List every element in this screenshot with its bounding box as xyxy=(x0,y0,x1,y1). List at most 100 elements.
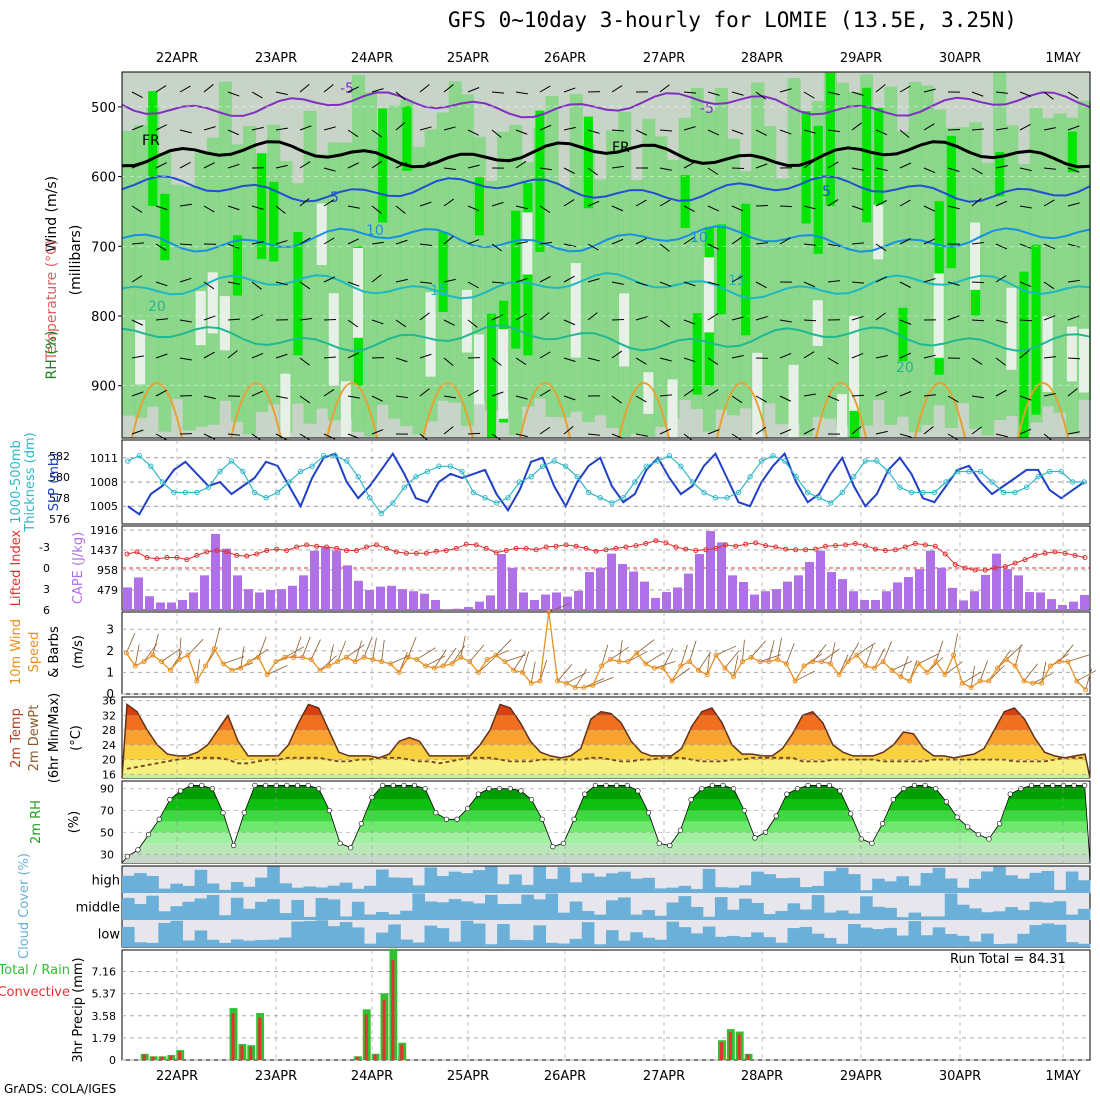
y-label-dewpt: 2m DewPt xyxy=(27,705,42,772)
x-tick-label-top: 24APR xyxy=(351,51,393,66)
y-tick-label-precip: 0 xyxy=(109,1054,116,1067)
cloud-cover-cell xyxy=(352,902,365,920)
rh-marker xyxy=(1008,792,1013,797)
y-label-millibars: (millibars) xyxy=(68,225,84,296)
cape-bar xyxy=(310,551,319,610)
y-tick-label-temp: 16 xyxy=(102,768,116,781)
cloud-cover-cell xyxy=(945,934,958,947)
cloud-cover-cell xyxy=(388,924,401,947)
rh-marker xyxy=(231,843,236,848)
cloud-cover-cell xyxy=(340,922,353,947)
cloud-cover-cell xyxy=(570,902,583,920)
cape-bar xyxy=(981,575,990,610)
temp-band xyxy=(122,760,1090,775)
rh-marker xyxy=(136,848,141,853)
cloud-cover-cell xyxy=(376,933,389,947)
rh-marker xyxy=(604,783,609,788)
cloud-cover-cell xyxy=(993,911,1006,920)
y-tick-label-cape: 479 xyxy=(97,584,118,597)
cloud-cover-cell xyxy=(606,873,619,893)
cloud-cover-cell xyxy=(909,886,922,893)
cloud-cover-cell xyxy=(497,924,510,947)
cloud-cover-cell xyxy=(618,872,631,893)
cloud-cover-cell xyxy=(195,930,208,947)
cape-bar xyxy=(739,582,748,610)
cloud-cover-cell xyxy=(630,915,643,920)
rh-band-moist xyxy=(183,187,196,431)
y-tick-label-li: 6 xyxy=(43,604,50,617)
y-label-rh2m: 2m RH xyxy=(29,800,44,844)
cloud-cover-cell xyxy=(1017,910,1030,920)
cloud-cover-cell xyxy=(836,944,849,947)
rh-band-saturated xyxy=(439,232,448,312)
wind-barb xyxy=(1068,358,1080,359)
cape-bar xyxy=(673,587,682,610)
rh-band-dry xyxy=(522,212,532,274)
cloud-cover-cell xyxy=(775,911,788,920)
contour-label: 5 xyxy=(822,184,831,200)
cloud-cover-cell xyxy=(449,899,462,920)
rh-marker xyxy=(306,783,311,788)
cape-bar xyxy=(695,554,704,610)
cloud-cover-cell xyxy=(449,872,462,893)
x-tick-label-bottom: 1MAY xyxy=(1045,1069,1080,1084)
cloud-cover-cell xyxy=(485,895,498,920)
rh-band-saturated xyxy=(995,152,1004,196)
cloud-cover-cell xyxy=(461,921,474,947)
rh-band xyxy=(122,843,1090,854)
cloud-cover-cell xyxy=(267,899,280,920)
rh-marker xyxy=(912,783,917,788)
rh-band-saturated xyxy=(717,224,726,314)
cape-bar xyxy=(343,565,352,610)
rh-band-saturated xyxy=(160,194,169,260)
cloud-cover-cell xyxy=(316,920,329,947)
rh-marker xyxy=(933,786,938,791)
cloud-cover-cell xyxy=(884,928,897,947)
cloud-cover-cell xyxy=(921,873,934,893)
cloud-cover-cell xyxy=(570,882,583,893)
y-tick-label-precip: 3.58 xyxy=(92,1010,117,1023)
cloud-cover-cell xyxy=(1017,934,1030,947)
wind-barb xyxy=(612,319,624,320)
cloud-cover-cell xyxy=(122,876,135,893)
rh-band-moist xyxy=(775,179,788,425)
rh-band-moist xyxy=(909,82,922,432)
cloud-cover-cell xyxy=(582,911,595,920)
y-tick-label-rh: 90 xyxy=(100,783,114,796)
cloud-cover-cell xyxy=(558,867,571,893)
cloud-cover-cell xyxy=(170,884,183,893)
cape-bar xyxy=(838,579,847,610)
cape-bar xyxy=(618,564,627,610)
rh-band-saturated xyxy=(233,235,242,295)
cloud-cover-cell xyxy=(981,912,994,920)
cloud-cover-cell xyxy=(437,876,450,893)
rh-marker xyxy=(838,789,843,794)
y-tick-label-wind: 1 xyxy=(106,665,114,679)
cape-bar xyxy=(145,596,154,610)
rh-marker xyxy=(551,844,556,849)
cloud-cover-cell xyxy=(751,872,764,893)
rh-band-saturated xyxy=(293,232,302,355)
cloud-cover-cell xyxy=(872,907,885,920)
precip-bar-convective xyxy=(240,1046,243,1060)
cloud-cover-cell xyxy=(183,886,196,893)
cloud-cover-cell xyxy=(824,913,837,920)
cloud-cover-cell xyxy=(836,868,849,893)
cloud-cover-cell xyxy=(304,917,317,920)
rh-marker xyxy=(593,783,598,788)
precip-bar-convective xyxy=(143,1054,146,1060)
rh-marker xyxy=(146,832,151,837)
cape-bar xyxy=(376,587,385,610)
cloud-cover-cell xyxy=(739,885,752,893)
rh-band-dry xyxy=(752,353,762,448)
x-tick-label-top: 30APR xyxy=(939,51,981,66)
rh-band-saturated xyxy=(269,182,278,262)
rh-band-dry xyxy=(462,290,472,353)
rh-marker xyxy=(678,828,683,833)
y-tick-label-temp: 36 xyxy=(102,695,116,708)
cloud-cover-cell xyxy=(485,867,498,893)
cloud-cover-cell xyxy=(170,921,183,947)
cloud-cover-cell xyxy=(533,925,546,947)
cloud-cover-cell xyxy=(945,879,958,893)
